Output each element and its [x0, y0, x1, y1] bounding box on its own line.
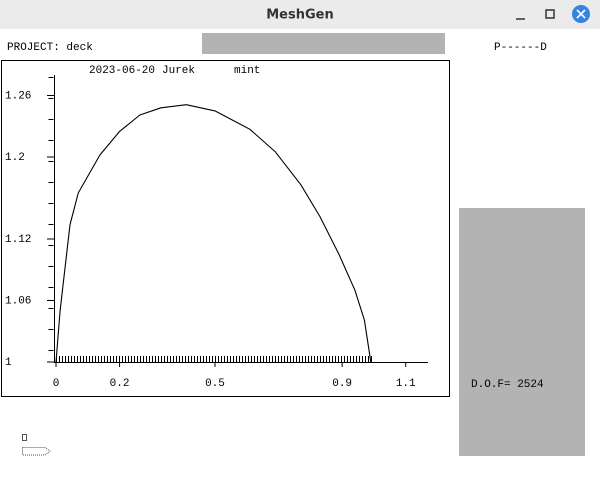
y-tick-label: 1: [5, 357, 12, 369]
x-tick-label: 0.5: [205, 378, 225, 390]
y-tick-label: 1.06: [5, 295, 31, 307]
x-tick-label: 0: [53, 378, 60, 390]
close-button[interactable]: [572, 5, 590, 23]
x-tick-label: 1.1: [396, 378, 416, 390]
title-bar: [0, 0, 600, 29]
plot-user: Jurek: [162, 65, 195, 77]
dof-label: D.O.F= 2524: [471, 379, 544, 391]
maximize-button[interactable]: [545, 9, 555, 19]
small-icon: [22, 434, 51, 456]
status-text: P------D: [494, 42, 547, 54]
close-icon: [576, 9, 586, 19]
x-tick-label: 0.2: [110, 378, 130, 390]
plot-host: mint: [234, 65, 260, 77]
plot: 0 0.2 0.5 0.9 1.1 1 1.06 1.12 1.2 1.26: [5, 75, 428, 390]
gray-bar: [202, 33, 445, 54]
y-tick-label: 1.26: [5, 90, 31, 102]
curve: [55, 104, 372, 363]
project-label: PROJECT: deck: [7, 42, 93, 54]
window-title: MeshGen: [266, 8, 334, 23]
x-tick-label: 0.9: [332, 378, 352, 390]
y-tick-label: 1.2: [5, 152, 25, 164]
icon-part: [22, 434, 27, 441]
plot-frame: [1, 60, 450, 397]
y-tick-label: 1.12: [5, 234, 31, 246]
plot-date: 2023-06-20: [89, 65, 155, 77]
side-panel: [459, 208, 585, 456]
icon-arrow: [22, 447, 51, 456]
